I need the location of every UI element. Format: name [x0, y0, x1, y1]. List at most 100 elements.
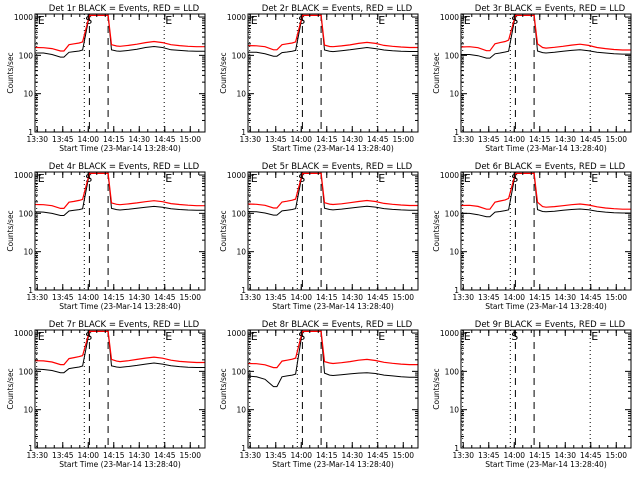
y-tick-label: 10: [23, 248, 33, 257]
panel-title: Det 2r BLACK = Events, RED = LLD: [262, 4, 413, 14]
x-tick-label: 14:30: [554, 293, 576, 302]
marker-label-e: E: [378, 14, 385, 27]
y-tick-label: 1000: [227, 171, 246, 180]
x-tick-label: 14:30: [341, 451, 363, 460]
series-group: [461, 14, 631, 59]
marker-label-e: E: [464, 14, 471, 27]
series-lld-line: [461, 172, 631, 210]
y-tick-label: 10: [23, 90, 33, 99]
x-axis-label: Start Time (23-Mar-14 13:28:40): [485, 302, 607, 311]
x-tick-label: 14:30: [554, 451, 576, 460]
panel-title: Det 4r BLACK = Events, RED = LLD: [49, 162, 200, 172]
plot-frame: [460, 171, 632, 291]
y-tick-label: 10: [236, 248, 246, 257]
y-tick-label: 1000: [227, 13, 246, 22]
x-axis-label: Start Time (23-Mar-14 13:28:40): [272, 460, 394, 469]
marker-label-s: S: [511, 330, 518, 343]
x-tick-label: 14:15: [103, 293, 125, 302]
x-tick-label: 13:30: [26, 451, 48, 460]
marker-label-e: E: [591, 14, 598, 27]
x-tick-label: 13:45: [52, 451, 74, 460]
x-tick-label: 14:15: [103, 135, 125, 144]
x-tick-label: 14:00: [290, 293, 312, 302]
series-group: [248, 330, 418, 388]
series-events-line: [35, 172, 205, 216]
y-tick-label: 1: [241, 128, 246, 137]
y-tick-label: 100: [232, 51, 247, 60]
x-tick-label: 14:00: [290, 135, 312, 144]
plot-frame: [247, 13, 419, 133]
y-tick-label: 1: [241, 444, 246, 453]
plot-frame: [247, 329, 419, 449]
marker-label-e: E: [378, 330, 385, 343]
y-axis-label: Counts/sec: [6, 210, 15, 251]
x-tick-label: 14:15: [316, 451, 338, 460]
y-tick-label: 100: [19, 209, 34, 218]
x-tick-label: 14:30: [128, 135, 150, 144]
x-tick-label: 13:30: [452, 135, 474, 144]
plot-frame: [34, 13, 206, 133]
panel-title: Det 8r BLACK = Events, RED = LLD: [262, 320, 413, 330]
y-tick-label: 1000: [14, 13, 33, 22]
x-tick-label: 14:45: [580, 135, 602, 144]
marker-label-e: E: [165, 330, 172, 343]
x-tick-label: 13:30: [26, 135, 48, 144]
y-tick-label: 10: [449, 248, 459, 257]
x-axis-label: Start Time (23-Mar-14 13:28:40): [485, 460, 607, 469]
x-tick-label: 13:45: [478, 451, 500, 460]
y-tick-label: 1000: [14, 171, 33, 180]
series-events-line: [35, 14, 205, 58]
x-tick-label: 13:45: [265, 135, 287, 144]
marker-label-e: E: [251, 172, 258, 185]
y-tick-label: 10: [23, 406, 33, 415]
y-tick-label: 10: [236, 406, 246, 415]
y-tick-label: 1: [454, 128, 459, 137]
x-tick-label: 14:45: [367, 135, 389, 144]
x-tick-label: 14:30: [128, 293, 150, 302]
x-tick-label: 14:00: [503, 293, 525, 302]
y-tick-label: 1000: [440, 13, 459, 22]
series-group: [35, 330, 205, 374]
y-axis-label: Counts/sec: [6, 368, 15, 409]
marker-label-e: E: [38, 14, 45, 27]
series-events-line: [461, 172, 631, 218]
x-axis-label: Start Time (23-Mar-14 13:28:40): [272, 144, 394, 153]
marker-label-e: E: [165, 172, 172, 185]
series-events-line: [248, 14, 418, 57]
series-group: [35, 172, 205, 216]
series-group: [248, 14, 418, 57]
x-tick-label: 14:15: [529, 451, 551, 460]
x-tick-label: 13:30: [452, 293, 474, 302]
y-tick-label: 10: [236, 90, 246, 99]
x-tick-label: 15:00: [392, 135, 414, 144]
x-tick-label: 13:30: [239, 135, 261, 144]
x-tick-label: 14:30: [341, 293, 363, 302]
x-tick-label: 13:45: [265, 451, 287, 460]
x-tick-label: 14:45: [580, 293, 602, 302]
marker-label-e: E: [591, 330, 598, 343]
y-tick-label: 100: [19, 367, 34, 376]
x-tick-label: 13:45: [265, 293, 287, 302]
series-group: [461, 172, 631, 218]
x-tick-label: 13:45: [52, 135, 74, 144]
y-tick-label: 100: [232, 209, 247, 218]
x-tick-label: 14:00: [77, 135, 99, 144]
y-tick-label: 1: [28, 128, 33, 137]
marker-label-e: E: [464, 330, 471, 343]
x-tick-label: 15:00: [179, 135, 201, 144]
x-tick-label: 14:15: [529, 135, 551, 144]
y-axis-label: Counts/sec: [219, 52, 228, 93]
series-lld-line: [35, 172, 205, 209]
x-tick-label: 14:15: [316, 293, 338, 302]
x-tick-label: 14:00: [290, 451, 312, 460]
panel-title: Det 5r BLACK = Events, RED = LLD: [262, 162, 413, 172]
